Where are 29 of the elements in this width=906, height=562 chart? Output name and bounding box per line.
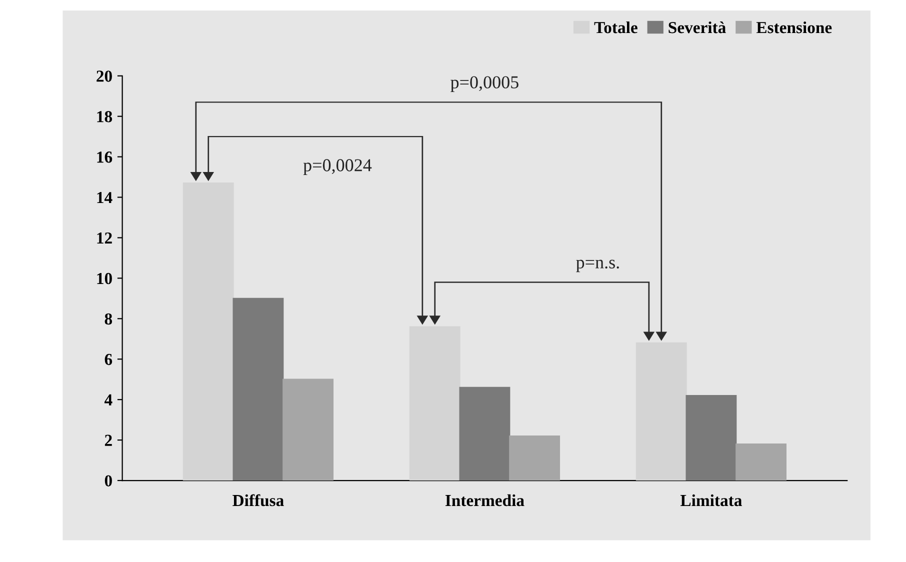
annotation: p=0,0005 [450,76,518,92]
x-tick-label: Diffusa [232,494,284,506]
bar [509,435,560,481]
legend-label: Totale [594,21,638,34]
bar [686,394,737,481]
bar [182,182,234,481]
bar [282,378,334,481]
x-tick-label: Limitata [680,494,742,506]
x-tick-label: Intermedia [445,494,524,506]
annotation: p=0,0024 [303,159,372,176]
y-tick-label: 0 [104,475,112,486]
y-tick-label: 16 [97,152,112,163]
y-tick-label: 6 [104,354,112,366]
y-tick-label: 10 [97,272,112,284]
y-tick-label: 4 [104,394,112,406]
y-tick-label: 2 [104,434,112,446]
bar [459,386,510,481]
y-tick-label: 12 [97,232,112,244]
legend-label: Severità [668,21,726,34]
y-tick-label: 20 [96,70,112,82]
legend-label: Estensione [756,21,832,34]
bar [736,444,787,481]
bar [409,326,460,481]
y-tick-label: 14 [97,192,112,204]
bar [636,342,687,481]
bar [232,298,284,481]
y-tick-label: 8 [104,313,112,325]
annotation: p=n.s. [576,260,619,272]
y-tick-label: 18 [97,111,112,122]
